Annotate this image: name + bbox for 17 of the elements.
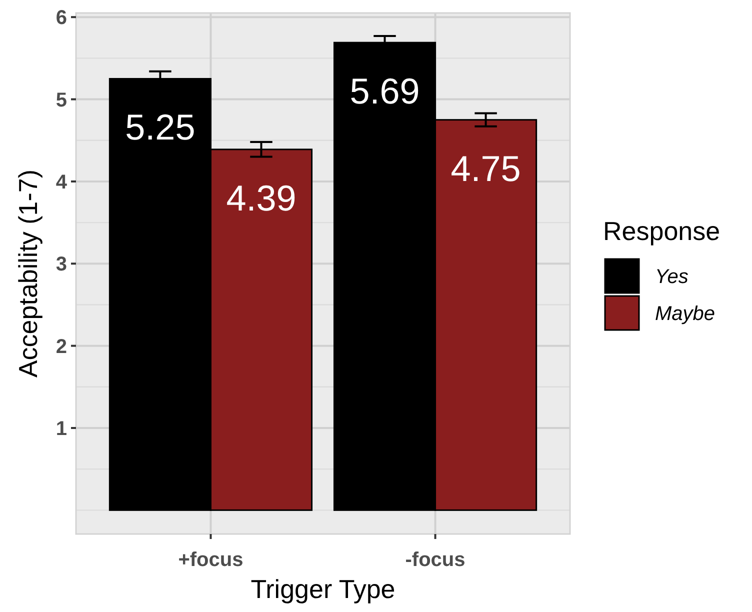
y-tick-label: 6 [56, 7, 67, 30]
legend-title: Response [603, 216, 720, 246]
y-axis-title: Acceptability (1-7) [13, 169, 43, 378]
data-label: 5.69 [350, 70, 420, 112]
y-tick-label: 1 [56, 418, 67, 440]
x-axis-title: Trigger Type [250, 574, 396, 604]
y-tick-label: 5 [56, 89, 67, 112]
x-tick-label: -focus [405, 549, 466, 571]
y-tick-label: 4 [56, 171, 68, 194]
x-tick-label: +focus [178, 549, 244, 571]
y-tick-label: 3 [56, 254, 67, 276]
data-label: 5.25 [125, 106, 196, 148]
y-tick-label: 2 [56, 336, 67, 358]
data-label: 4.39 [226, 177, 296, 218]
legend-label: Maybe [655, 303, 716, 325]
legend-label: Yes [655, 266, 688, 288]
data-label: 4.75 [450, 148, 521, 189]
